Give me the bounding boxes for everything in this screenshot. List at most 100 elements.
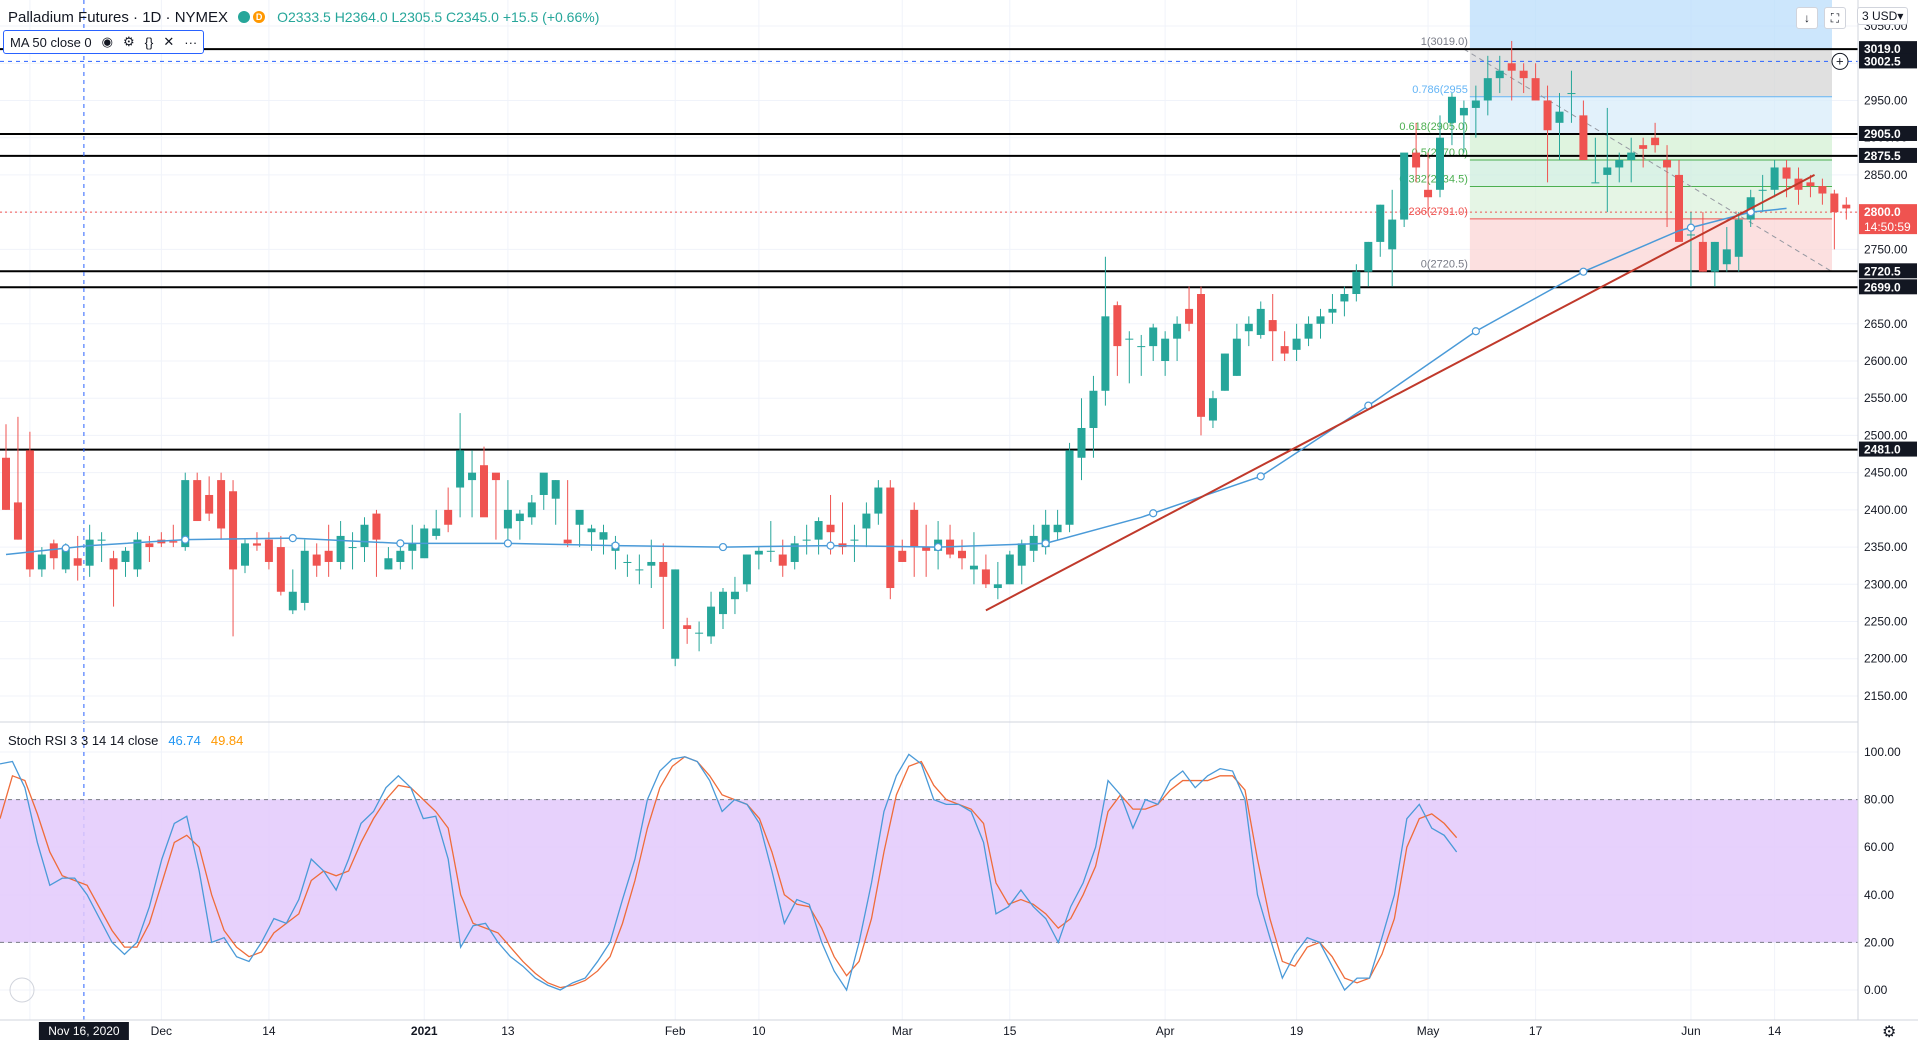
price-tag-label: 2905.0 [1864, 127, 1901, 141]
candle [1603, 107, 1612, 213]
time-axis: Nov 16, 2020 Dec 14 2021 13 Feb 10 Mar 15 Apr 19 Ma… [0, 1019, 1918, 1041]
candle [252, 532, 261, 551]
candle-body [384, 558, 393, 570]
candle-body [647, 561, 656, 566]
candle-body [1567, 93, 1576, 95]
candle [1173, 316, 1182, 361]
candle-body [73, 558, 82, 566]
candle [1089, 375, 1098, 458]
candle-body [1663, 160, 1672, 168]
price-tick-label: 2450.00 [1864, 466, 1908, 480]
candle-body [1782, 167, 1791, 179]
candle-body [1017, 543, 1026, 566]
candle [480, 446, 488, 518]
candle [1567, 70, 1576, 123]
candle [1675, 160, 1683, 242]
candle-body [1734, 219, 1743, 257]
stoch-rsi-legend[interactable]: Stoch RSI 3 3 14 14 close 46.74 49.84 [8, 733, 243, 748]
candle-body [1316, 316, 1325, 324]
candle-body [635, 569, 644, 571]
candle [719, 588, 727, 629]
price-tick-label: 2500.00 [1864, 428, 1908, 442]
fullscreen-icon[interactable]: ⛶ [1824, 7, 1846, 29]
symbol-title[interactable]: Palladium Futures · 1D · NYMEX [8, 8, 229, 26]
candle [360, 517, 369, 562]
settings-icon[interactable]: ⚙ [123, 34, 135, 49]
candle [169, 524, 178, 548]
candle [193, 472, 202, 522]
candle-body [874, 487, 883, 514]
candle [1543, 85, 1552, 183]
candle-body [444, 509, 453, 525]
candle-body [61, 547, 70, 570]
candle [1615, 152, 1624, 183]
candle-body [1256, 308, 1265, 335]
candle-body [1208, 398, 1217, 421]
time-tick-label: Jun [1681, 1024, 1700, 1038]
stoch-tick-label: 80.00 [1864, 793, 1894, 807]
candle [814, 517, 823, 555]
candle [288, 569, 297, 615]
candle-body [1627, 152, 1636, 161]
candle [683, 617, 692, 644]
candle-body [324, 550, 333, 562]
candle [1734, 212, 1743, 272]
candle [444, 487, 453, 533]
more-icon[interactable]: ··· [184, 34, 198, 50]
currency-selector[interactable]: 3 USD▾ [1857, 7, 1909, 25]
candle [862, 502, 871, 548]
price-tick-label: 2350.00 [1864, 540, 1908, 554]
candle-body [468, 472, 477, 481]
candle-body [241, 543, 249, 566]
candle-body [1412, 152, 1421, 168]
time-tag-label: Nov 16, 2020 [48, 1024, 120, 1038]
eye-icon[interactable]: ◉ [101, 34, 113, 49]
candle-body [1471, 100, 1480, 108]
source-code-icon[interactable]: {} [144, 34, 154, 50]
candle-body [97, 539, 106, 541]
ma-indicator-legend[interactable]: MA 50 close 0 ◉ ⚙ {} ✕ ··· [3, 30, 205, 54]
ma50-marker [1256, 472, 1265, 481]
horizontal-levels [0, 48, 1858, 451]
candle [1412, 122, 1421, 183]
candle-body [1388, 219, 1397, 250]
candle-body [1710, 241, 1719, 272]
candle [1507, 40, 1516, 101]
candle-body [754, 550, 763, 555]
download-arrow-icon[interactable]: ↓ [1796, 7, 1818, 29]
price-tick-label: 2750.00 [1864, 242, 1908, 256]
candle [515, 509, 524, 540]
close-value: C2345.0 [446, 9, 499, 25]
stoch-rsi-label: Stoch RSI 3 3 14 14 close [8, 733, 159, 748]
candle [384, 547, 393, 570]
stoch-tick-label: 40.00 [1864, 888, 1894, 902]
candle-body [958, 550, 966, 559]
candle [1005, 550, 1014, 585]
price-tick-label: 2300.00 [1864, 577, 1908, 591]
candle [1447, 93, 1456, 146]
candle-body [348, 547, 357, 549]
candle-body [539, 472, 548, 495]
candle-body [264, 539, 273, 562]
candle-body [1543, 100, 1552, 131]
candle-body [252, 543, 261, 546]
ma50-marker [826, 541, 835, 550]
candle [1388, 189, 1397, 287]
candle [563, 480, 572, 548]
price-tag-label: 3019.0 [1864, 42, 1901, 56]
market-status: D [238, 11, 266, 23]
candle-body [1722, 249, 1731, 265]
price-tick-label: 2400.00 [1864, 503, 1908, 517]
time-tick-label: 13 [501, 1024, 515, 1038]
candle-body [1149, 327, 1158, 347]
time-tick-label: Dec [151, 1024, 172, 1038]
price-tag-bg [1859, 279, 1917, 295]
candle-body [1197, 294, 1205, 417]
candle-body [456, 450, 465, 488]
candle [1113, 301, 1122, 376]
close-icon[interactable]: ✕ [163, 34, 175, 49]
candle-body [1376, 204, 1385, 242]
candle-body [695, 632, 704, 634]
candle-body [1519, 70, 1528, 79]
